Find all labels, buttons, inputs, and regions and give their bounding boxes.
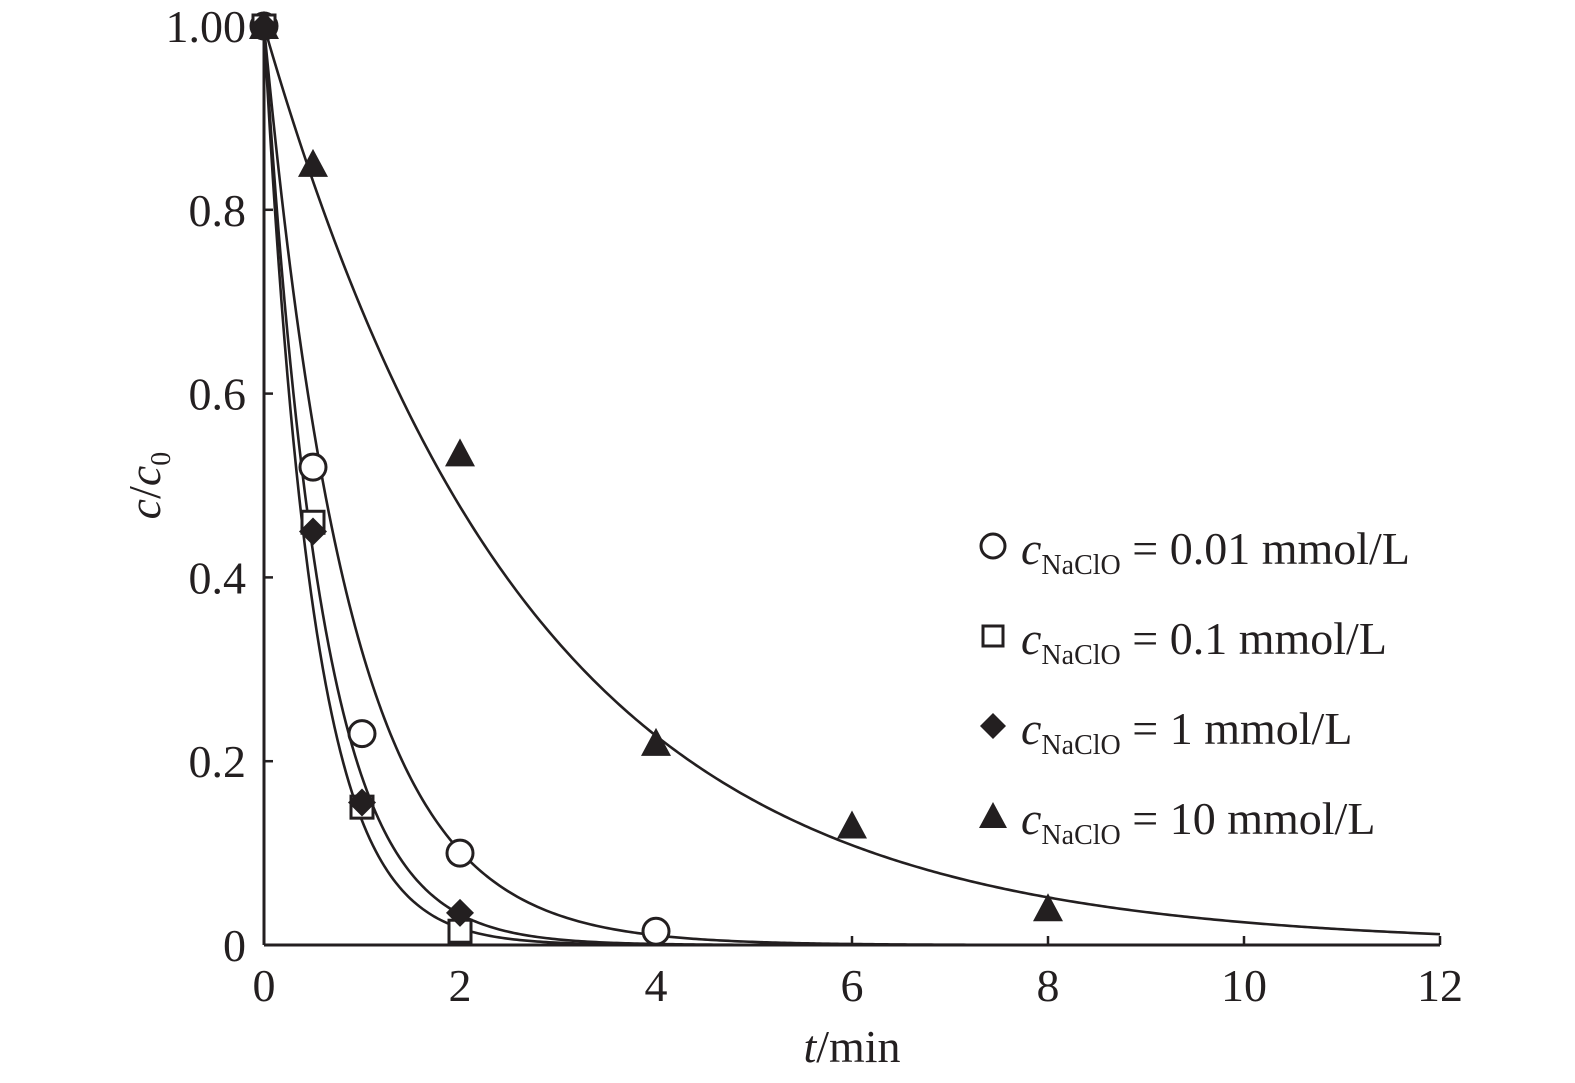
x-tick-label: 0: [253, 960, 276, 1011]
point-filled-triangle: [837, 810, 867, 839]
y-tick-label: 1.00: [166, 1, 247, 52]
legend-subscript: NaClO: [1041, 640, 1120, 671]
legend-value: = 0.01 mmol/L: [1121, 523, 1410, 574]
x-tick-label: 8: [1037, 960, 1060, 1011]
legend-subscript: NaClO: [1041, 820, 1120, 851]
y-axis-sep: /: [119, 486, 170, 499]
x-tick-labels: 0 2 4 6 8 10 12: [253, 960, 1464, 1011]
x-axis-title: t/min: [803, 1021, 900, 1072]
legend-value: = 10 mmol/L: [1121, 793, 1376, 844]
y-tick-label: 0: [223, 920, 246, 971]
data-points: [249, 11, 1063, 946]
legend-value: = 0.1 mmol/L: [1121, 613, 1387, 664]
legend-var: c: [1021, 703, 1041, 754]
point-filled-triangle: [641, 727, 671, 756]
point-open-circle: [298, 452, 328, 482]
x-axis-var: t: [803, 1021, 817, 1072]
point-open-circle: [347, 719, 377, 749]
legend-label: cNaClO = 1 mmol/L: [1021, 703, 1352, 761]
x-tick-label: 12: [1417, 960, 1463, 1011]
y-tick-label: 0.4: [189, 552, 247, 603]
point-filled-diamond: [446, 898, 474, 927]
point-filled-triangle: [1033, 893, 1063, 922]
y-axis-title: c/c0: [119, 452, 177, 520]
legend-marker: [980, 713, 1006, 739]
point-filled-triangle: [445, 438, 475, 467]
legend-label: cNaClO = 0.1 mmol/L: [1021, 613, 1387, 671]
fit-curve: [262, 25, 1441, 936]
y-tick-label: 0.6: [189, 369, 247, 420]
point-open-circle: [641, 916, 671, 946]
legend-var: c: [1021, 523, 1041, 574]
legend-item: cNaClO = 1 mmol/L: [980, 703, 1352, 761]
point-filled-triangle: [249, 11, 279, 39]
y-axis-var2: c: [119, 466, 170, 486]
y-tick-labels: 0 0.2 0.4 0.6 0.8 1.00: [166, 1, 247, 971]
legend-marker: [979, 802, 1007, 828]
legend-marker: [979, 532, 1007, 560]
point-open-circle: [445, 838, 475, 868]
y-tick-label: 0.2: [189, 736, 247, 787]
x-tick-label: 6: [841, 960, 864, 1011]
legend-value: = 1 mmol/L: [1121, 703, 1353, 754]
legend-subscript: NaClO: [1041, 730, 1120, 761]
legend-item: cNaClO = 0.1 mmol/L: [981, 613, 1387, 671]
x-axis-unit: /min: [816, 1021, 900, 1072]
x-tick-label: 2: [449, 960, 472, 1011]
legend-subscript: NaClO: [1041, 550, 1120, 581]
y-tick-label: 0.8: [189, 185, 247, 236]
point-filled-diamond: [299, 517, 327, 546]
x-tick-label: 10: [1221, 960, 1267, 1011]
point-filled-diamond: [348, 788, 376, 817]
legend-item: cNaClO = 0.01 mmol/L: [979, 523, 1410, 581]
y-axis-var: c: [119, 499, 170, 519]
point-filled-triangle: [298, 148, 328, 177]
legend-marker: [981, 624, 1005, 648]
y-axis-subscript: 0: [146, 452, 177, 466]
legend-var: c: [1021, 613, 1041, 664]
x-tick-label: 4: [645, 960, 668, 1011]
legend-label: cNaClO = 0.01 mmol/L: [1021, 523, 1410, 581]
legend-var: c: [1021, 793, 1041, 844]
legend-label: cNaClO = 10 mmol/L: [1021, 793, 1375, 851]
legend-item: cNaClO = 10 mmol/L: [979, 793, 1375, 851]
